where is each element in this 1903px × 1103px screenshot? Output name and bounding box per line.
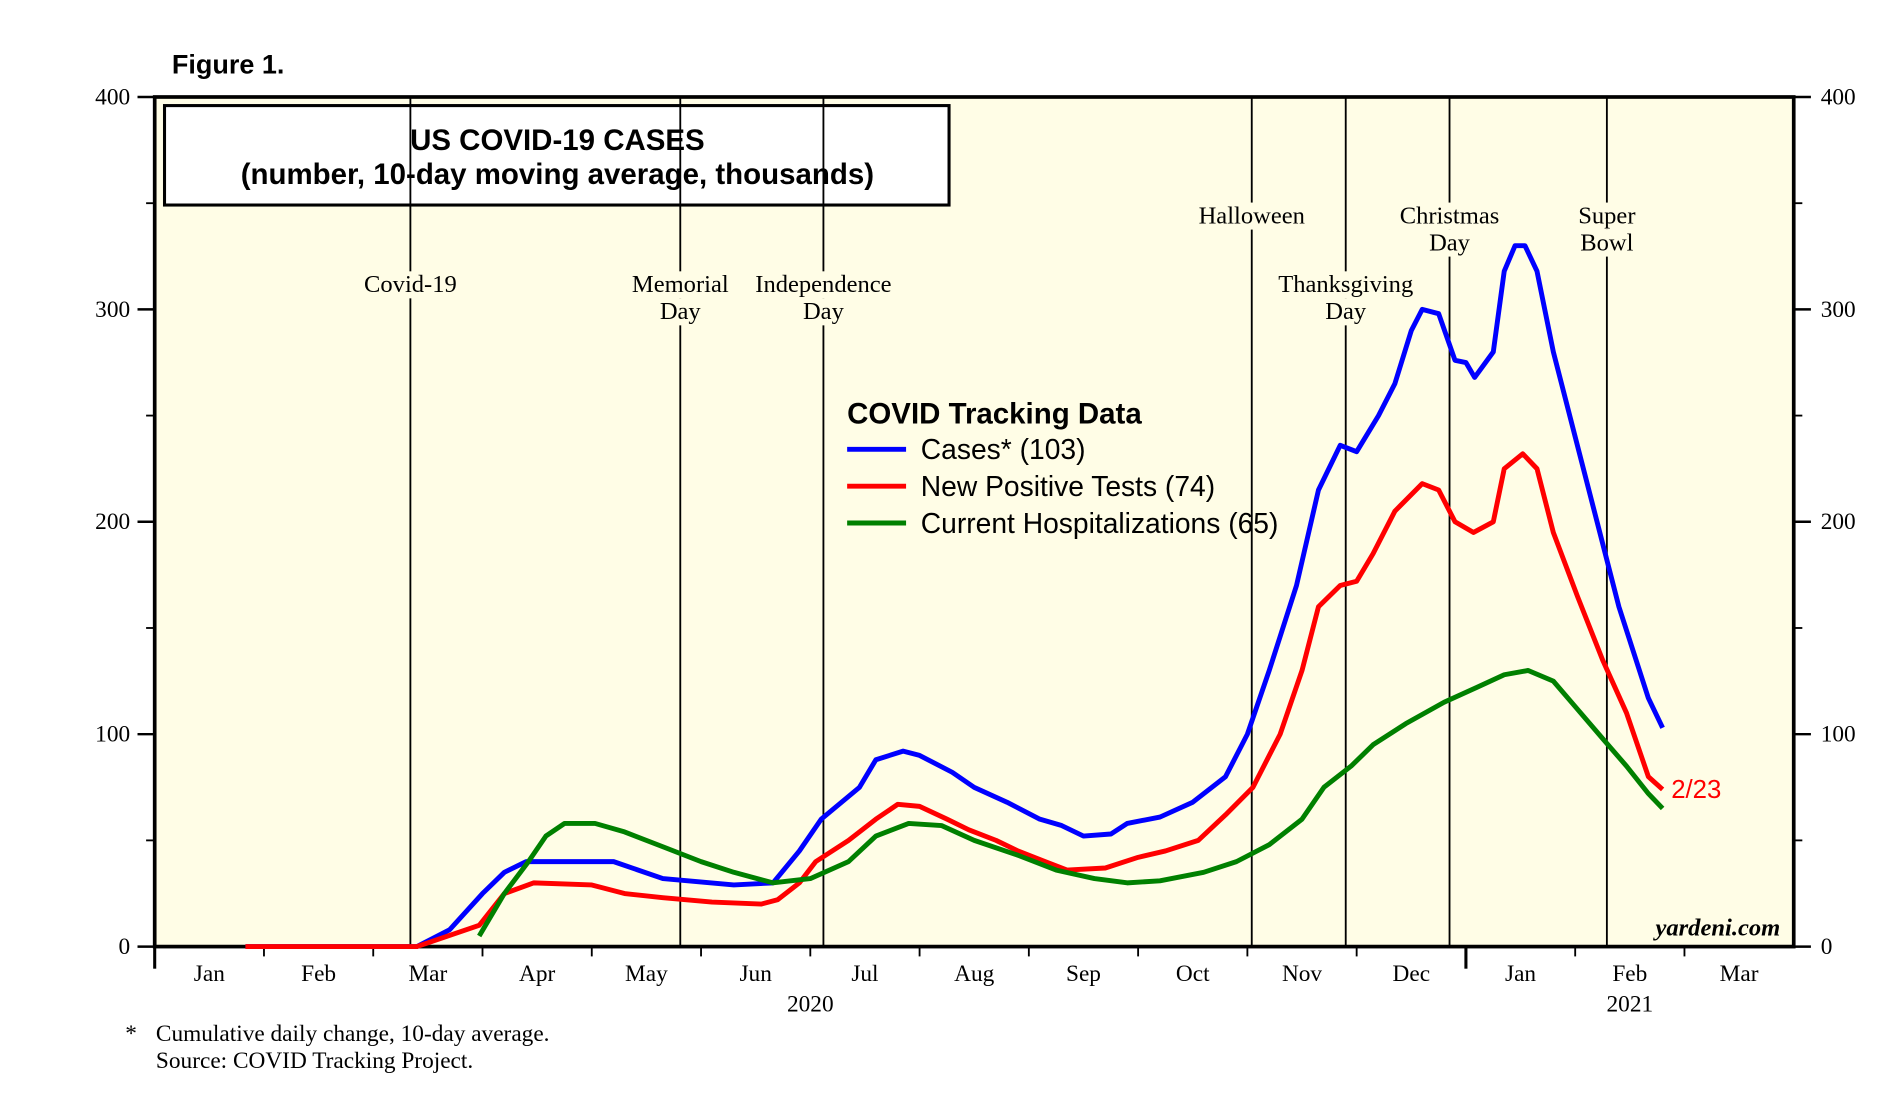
- title: (number, 10-day moving average, thousand…: [241, 158, 874, 191]
- x-tick-label: Jul: [851, 961, 879, 987]
- x-tick-label: Sep: [1066, 961, 1101, 987]
- event-label: Memorial: [632, 271, 729, 298]
- year-label: 2021: [1607, 992, 1654, 1018]
- event-label: Day: [660, 298, 702, 325]
- event-label: Halloween: [1199, 202, 1305, 229]
- legend-title: COVID Tracking Data: [847, 398, 1142, 431]
- series-line: [245, 451, 1665, 950]
- end-label: 2/23: [1671, 776, 1721, 804]
- event-label-bg: [1178, 202, 1326, 230]
- event-label: Christmas: [1400, 202, 1500, 229]
- title-box: [162, 104, 951, 207]
- x-tick-label: Jan: [194, 961, 225, 987]
- x-tick-label: Jun: [739, 961, 772, 987]
- event-label-bg: [1272, 298, 1420, 326]
- x-tick-label: Oct: [1176, 961, 1210, 987]
- event-label: Covid-19: [364, 271, 457, 298]
- event-label-bg: [1533, 229, 1681, 257]
- event-label: Thanksgiving: [1278, 271, 1413, 298]
- footnote: Source: COVID Tracking Project.: [156, 1048, 473, 1074]
- year-label: 2020: [787, 992, 834, 1018]
- y2-tick-label: 300: [1821, 297, 1856, 323]
- x-tick-label: Aug: [954, 961, 994, 987]
- y2-tick-label: 100: [1821, 722, 1856, 748]
- event-label: Bowl: [1580, 229, 1633, 256]
- y-tick-label: 0: [118, 934, 130, 960]
- legend-label: New Positive Tests (74): [921, 470, 1215, 502]
- event-label-bg: [1272, 271, 1420, 299]
- event-label-bg: [1533, 202, 1681, 230]
- event-label: Day: [1429, 229, 1471, 256]
- x-tick-label: Feb: [1612, 961, 1647, 987]
- legend-label: Cases* (103): [921, 433, 1086, 465]
- y2-tick-label: 200: [1821, 509, 1856, 535]
- y-tick-label: 200: [95, 509, 130, 535]
- legend-label: Current Hospitalizations (65): [921, 507, 1279, 539]
- figure-label: Figure 1.: [172, 50, 285, 80]
- x-tick-label: Mar: [408, 961, 447, 987]
- x-tick-label: May: [625, 961, 668, 987]
- y2-tick-label: 400: [1821, 84, 1856, 110]
- event-label: Super: [1578, 202, 1635, 229]
- watermark: yardeni.com: [1652, 915, 1780, 942]
- footnote: Cumulative daily change, 10-day average.: [156, 1021, 550, 1047]
- y-tick-label: 100: [95, 722, 130, 748]
- x-tick-label: Feb: [301, 961, 336, 987]
- title: US COVID-19 CASES: [410, 124, 705, 157]
- event-label-bg: [749, 271, 898, 299]
- x-tick-label: Mar: [1720, 961, 1759, 987]
- event-label-bg: [606, 271, 754, 299]
- series-line: [245, 243, 1665, 950]
- event-label-bg: [1375, 202, 1524, 230]
- event-label-bg: [336, 271, 485, 299]
- event-label-bg: [1375, 229, 1524, 257]
- x-tick-label: Nov: [1282, 961, 1322, 987]
- x-tick-label: Apr: [519, 961, 555, 987]
- y2-tick-label: 0: [1821, 934, 1833, 960]
- y-tick-label: 300: [95, 297, 130, 323]
- series-line: [477, 668, 1665, 938]
- y-tick-label: 400: [95, 84, 130, 110]
- event-label: Day: [1325, 298, 1367, 325]
- event-label: Day: [803, 298, 845, 325]
- x-tick-label: Dec: [1393, 961, 1431, 987]
- event-label-bg: [749, 298, 898, 326]
- event-label-bg: [606, 298, 754, 326]
- event-label: Independence: [755, 271, 891, 298]
- x-tick-label: Jan: [1505, 961, 1536, 987]
- footnote-mark: *: [125, 1021, 137, 1047]
